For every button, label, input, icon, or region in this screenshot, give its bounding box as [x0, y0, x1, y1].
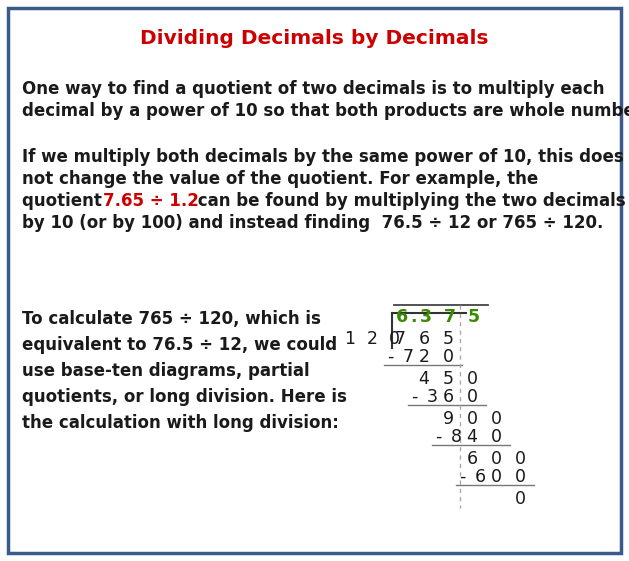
- Text: 0: 0: [467, 388, 477, 406]
- Text: the calculation with long division:: the calculation with long division:: [22, 414, 339, 432]
- FancyBboxPatch shape: [8, 8, 621, 553]
- Text: Dividing Decimals by Decimals: Dividing Decimals by Decimals: [140, 29, 488, 48]
- Text: 1  2  0: 1 2 0: [345, 330, 400, 348]
- Text: .: .: [411, 308, 417, 326]
- Text: equivalent to 76.5 ÷ 12, we could: equivalent to 76.5 ÷ 12, we could: [22, 336, 337, 354]
- Text: 0: 0: [491, 468, 501, 486]
- Text: 3: 3: [420, 308, 432, 326]
- Text: 7.65 ÷ 1.2: 7.65 ÷ 1.2: [103, 192, 199, 210]
- Text: 0: 0: [491, 428, 501, 446]
- Text: One way to find a quotient of two decimals is to multiply each: One way to find a quotient of two decima…: [22, 80, 604, 98]
- Text: -: -: [411, 388, 417, 406]
- Text: use base-ten diagrams, partial: use base-ten diagrams, partial: [22, 362, 309, 380]
- Text: quotient: quotient: [22, 192, 108, 210]
- Text: 6: 6: [418, 330, 430, 348]
- Text: 6: 6: [474, 468, 486, 486]
- Text: by 10 (or by 100) and instead finding  76.5 ÷ 12 or 765 ÷ 120.: by 10 (or by 100) and instead finding 76…: [22, 214, 603, 232]
- Text: -: -: [387, 348, 393, 366]
- Text: 6: 6: [396, 308, 408, 326]
- Text: 0: 0: [467, 410, 477, 428]
- Text: 0: 0: [491, 410, 501, 428]
- Text: 7: 7: [403, 348, 413, 366]
- Text: 7: 7: [394, 330, 406, 348]
- Text: 9: 9: [442, 410, 454, 428]
- Text: 6: 6: [442, 388, 454, 406]
- Text: To calculate 765 ÷ 120, which is: To calculate 765 ÷ 120, which is: [22, 310, 321, 328]
- Text: 5: 5: [442, 370, 454, 388]
- Text: If we multiply both decimals by the same power of 10, this does: If we multiply both decimals by the same…: [22, 148, 624, 166]
- Text: -: -: [459, 468, 465, 486]
- Text: 3: 3: [426, 388, 438, 406]
- Text: 4: 4: [418, 370, 430, 388]
- Text: 7: 7: [444, 308, 456, 326]
- Text: 5: 5: [468, 308, 480, 326]
- Text: 0: 0: [515, 490, 525, 508]
- Text: 0: 0: [515, 468, 525, 486]
- Text: 2: 2: [418, 348, 430, 366]
- Text: 8: 8: [450, 428, 462, 446]
- Text: 0: 0: [467, 370, 477, 388]
- Text: 6: 6: [467, 450, 477, 468]
- Text: 4: 4: [467, 428, 477, 446]
- Text: 0: 0: [515, 450, 525, 468]
- Text: -: -: [435, 428, 441, 446]
- Text: 0: 0: [442, 348, 454, 366]
- Text: can be found by multiplying the two decimals: can be found by multiplying the two deci…: [192, 192, 626, 210]
- Text: not change the value of the quotient. For example, the: not change the value of the quotient. Fo…: [22, 170, 538, 188]
- Text: decimal by a power of 10 so that both products are whole numbers.: decimal by a power of 10 so that both pr…: [22, 102, 629, 120]
- Text: quotients, or long division. Here is: quotients, or long division. Here is: [22, 388, 347, 406]
- Text: 0: 0: [491, 450, 501, 468]
- Text: 5: 5: [442, 330, 454, 348]
